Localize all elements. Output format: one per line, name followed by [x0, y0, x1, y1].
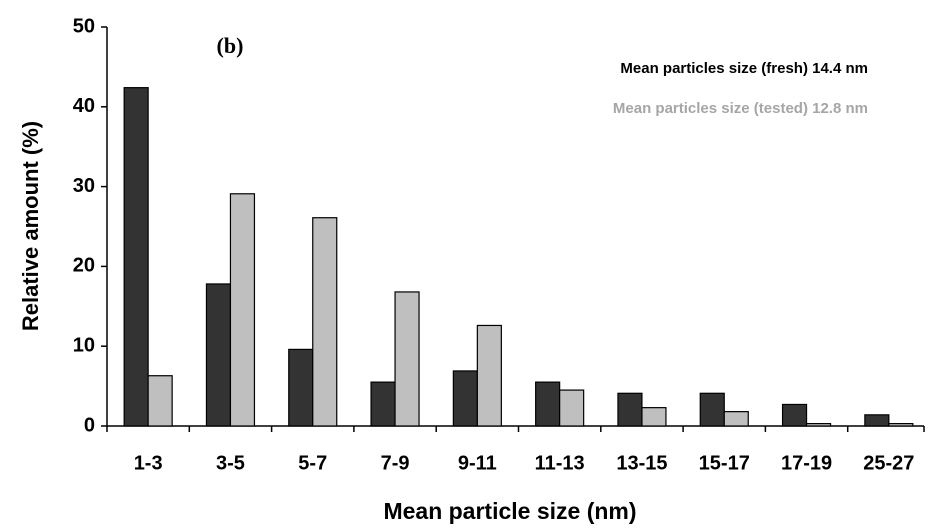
bar: [394, 291, 420, 427]
bar: [864, 414, 890, 427]
x-tick-label: 13-15: [616, 452, 667, 474]
bar: [370, 381, 396, 427]
y-tick-label: 20: [73, 255, 95, 277]
x-axis-title: Mean particle size (nm): [383, 498, 636, 524]
bar: [617, 392, 643, 427]
bar: [641, 407, 667, 427]
bar: [452, 370, 478, 427]
bar: [805, 423, 832, 427]
bar: [147, 375, 173, 427]
annotation: (b): [217, 33, 244, 58]
bar: [312, 217, 338, 427]
y-tick-label: 10: [73, 334, 95, 356]
x-tick-label: 17-19: [781, 452, 832, 474]
bar: [781, 403, 808, 427]
bar: [476, 324, 502, 427]
bar: [535, 381, 561, 427]
x-tick-label: 7-9: [381, 452, 410, 474]
x-tick-label: 5-7: [298, 452, 327, 474]
bar: [723, 411, 749, 427]
bar: [288, 348, 314, 427]
x-tick-label: 1-3: [134, 452, 163, 474]
y-tick-label: 0: [84, 414, 95, 436]
bar: [699, 392, 725, 427]
bar: [205, 283, 232, 427]
y-axis-title: Relative amount (%): [18, 121, 43, 331]
x-tick-label: 9-11: [458, 452, 497, 474]
bar: [559, 389, 585, 427]
y-tick-label: 30: [73, 175, 95, 197]
x-tick-label: 3-5: [216, 452, 245, 474]
legend-label: Mean particles size (fresh) 14.4 nm: [620, 60, 868, 77]
bar: [123, 87, 149, 427]
bar: [229, 193, 256, 427]
legend-label: Mean particles size (tested) 12.8 nm: [613, 100, 868, 117]
y-tick-label: 40: [73, 95, 95, 117]
y-tick-label: 50: [73, 15, 95, 37]
x-tick-label: 15-17: [699, 452, 750, 474]
x-tick-label: 25-27: [863, 452, 914, 474]
x-tick-label: 11-13: [535, 452, 585, 474]
bar: [888, 423, 914, 427]
